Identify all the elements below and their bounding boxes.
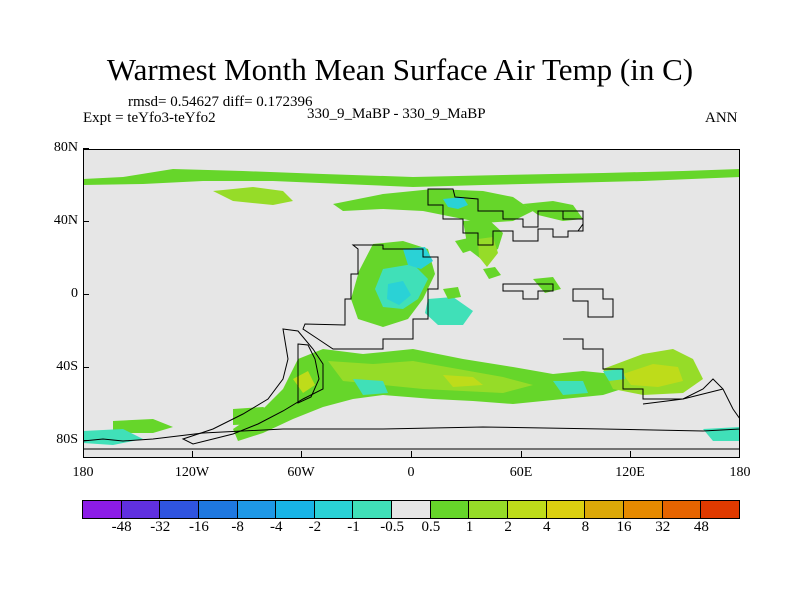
colorbar-box: [661, 500, 702, 519]
field-region: [83, 169, 740, 187]
colorbar-box: [159, 500, 199, 519]
colorbar-box: [507, 500, 547, 519]
y-tick-mark: [83, 440, 89, 441]
colorbar-box: [120, 500, 161, 519]
colorbar-box: [700, 500, 740, 519]
colorbar-box: [545, 500, 586, 519]
x-tick-mark: [192, 451, 193, 457]
x-tick-mark: [301, 451, 302, 457]
coastline: [538, 210, 584, 232]
colorbar-label: 8: [581, 519, 590, 535]
coastline: [502, 283, 554, 300]
x-tick-mark: [630, 451, 631, 457]
coastline: [297, 343, 320, 404]
colorbar-box: [313, 500, 354, 519]
chart-title: Warmest Month Mean Surface Air Temp (in …: [106, 52, 694, 87]
field-region: [425, 297, 473, 325]
colorbar-box: [391, 500, 431, 519]
rmsd-diff-stats: rmsd= 0.54627 diff= 0.172396: [128, 94, 313, 110]
x-tick-mark: [521, 451, 522, 457]
colorbar-label: 16: [616, 519, 632, 535]
field-region: [455, 237, 475, 253]
colorbar-label: 48: [693, 519, 709, 535]
colorbar-box: [275, 500, 315, 519]
field-region: [443, 375, 483, 387]
field-region: [213, 187, 293, 205]
x-tick-label: 60W: [287, 465, 315, 480]
colorbar-label: -32: [150, 519, 171, 535]
map-plot-area: [83, 149, 740, 458]
y-tick-label: 40N: [53, 213, 78, 228]
field-region: [233, 349, 628, 441]
field-region: [603, 369, 625, 381]
coastline: [642, 388, 724, 405]
colorbar-box: [352, 500, 393, 519]
colorbar-box: [236, 500, 277, 519]
x-tick-mark: [411, 451, 412, 457]
colorbar-label: 0.5: [421, 519, 441, 535]
colorbar: [82, 500, 740, 519]
y-tick-mark: [83, 367, 89, 368]
map-frame: [83, 149, 740, 458]
colorbar-label: -8: [231, 519, 244, 535]
colorbar-box: [197, 500, 238, 519]
field-region: [443, 287, 461, 299]
x-tick-label: 180: [729, 465, 751, 480]
colorbar-label: 32: [655, 519, 671, 535]
coastline: [427, 188, 584, 246]
field-region: [353, 379, 388, 395]
field-region: [533, 277, 561, 293]
case-label: 330_9_MaBP - 330_9_MaBP: [307, 106, 486, 122]
x-tick-label: 120E: [615, 465, 645, 480]
coastline: [302, 244, 439, 350]
field-region: [233, 407, 278, 425]
colorbar-label: 4: [543, 519, 551, 535]
x-tick-label: 120W: [174, 465, 210, 480]
field-region: [387, 281, 411, 305]
y-tick-mark: [83, 148, 89, 149]
field-region: [553, 381, 588, 395]
experiment-label: Expt = teYfo3-teYfo2: [83, 110, 216, 126]
colorbar-label: -1: [347, 519, 360, 535]
y-tick-label: 80S: [56, 432, 78, 447]
coastline: [572, 288, 614, 318]
x-tick-label: 60E: [509, 465, 533, 480]
x-tick-label: 0: [407, 465, 415, 480]
y-tick-mark: [83, 294, 89, 295]
coastline: [83, 338, 740, 450]
colorbar-label: -4: [269, 519, 283, 535]
season-label: ANN: [705, 110, 738, 126]
colorbar-label: -16: [188, 519, 209, 535]
x-tick-label: 180: [72, 465, 94, 480]
colorbar-box: [429, 500, 470, 519]
coastline: [181, 328, 324, 445]
field-region: [483, 267, 501, 279]
colorbar-box: [468, 500, 509, 519]
y-tick-label: 0: [71, 286, 78, 301]
y-tick-label: 40S: [56, 359, 78, 374]
colorbar-label: -0.5: [380, 519, 405, 535]
y-tick-label: 80N: [53, 140, 78, 155]
colorbar-box: [584, 500, 624, 519]
map-field-svg: [83, 169, 740, 450]
field-region: [443, 197, 468, 209]
colorbar-box: [82, 500, 122, 519]
colorbar-label: 1: [465, 519, 474, 535]
field-region: [113, 419, 173, 433]
y-tick-mark: [83, 221, 89, 222]
colorbar-label: -2: [308, 519, 322, 535]
colorbar-label: -48: [111, 519, 132, 535]
field-region: [333, 189, 533, 223]
field-region: [623, 364, 683, 387]
colorbar-label: 2: [504, 519, 512, 535]
field-region: [403, 247, 433, 269]
colorbar-box: [622, 500, 663, 519]
